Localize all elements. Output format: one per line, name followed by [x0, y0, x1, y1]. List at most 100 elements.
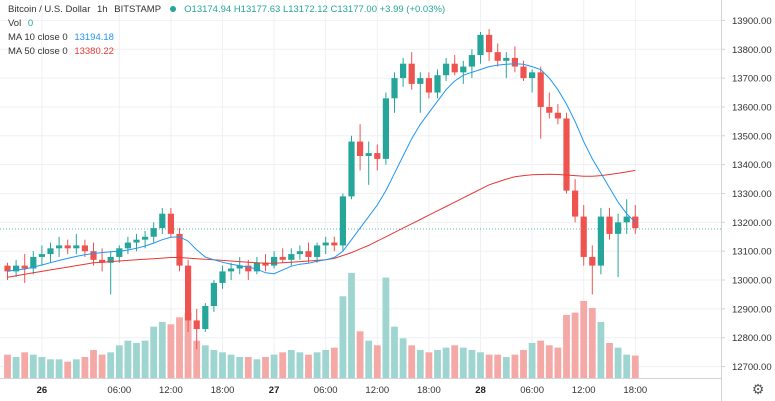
candle-body — [589, 256, 596, 266]
exchange-label: BITSTAMP — [114, 4, 161, 15]
volume-bar — [270, 354, 278, 378]
candle-body — [90, 251, 97, 260]
candle — [382, 92, 389, 165]
volume-bar — [537, 340, 545, 378]
candle — [623, 199, 630, 234]
candle-body — [219, 271, 226, 283]
volume-bar — [244, 356, 252, 378]
price-axis[interactable]: 12700.00 12800.00 12900.00 13000.00 13100.00… — [721, 0, 775, 401]
candle — [606, 207, 613, 240]
interval-label[interactable]: 1h — [97, 4, 108, 15]
candle — [408, 52, 415, 90]
symbol-row: Bitcoin / U.S. Dollar 1h BITSTAMP O13174… — [8, 3, 445, 17]
candle-body — [107, 256, 114, 263]
time-axis[interactable]: 26 06:00 12:00 18:00 27 06:00 12:00 18:00 28 06:0… — [0, 378, 721, 401]
vol-indicator-row[interactable]: Vol 0 — [8, 17, 445, 31]
price-tick-label: 13600.00 — [732, 102, 772, 113]
candle — [554, 104, 561, 125]
candle-body — [331, 242, 338, 246]
ma10-indicator-row[interactable]: MA 10 close 0 13194.18 — [8, 31, 445, 45]
candle-body — [21, 265, 28, 269]
candle-body — [365, 153, 372, 156]
volume-bar — [502, 356, 510, 378]
volume-bar — [236, 356, 244, 378]
volume-bar — [442, 347, 450, 378]
change-value: +3.99 (+0.03%) — [379, 4, 446, 15]
candle-body — [56, 245, 63, 249]
price-axis-bg — [721, 0, 775, 401]
candle — [374, 144, 381, 171]
volume-bar — [287, 349, 295, 378]
volume-bar — [219, 352, 226, 378]
candle — [348, 135, 355, 200]
volume-bar — [262, 356, 269, 378]
candle-body — [477, 34, 484, 56]
candle-body — [597, 216, 604, 266]
candle-body — [210, 282, 217, 306]
candle — [314, 242, 321, 263]
time-axis-bg — [0, 378, 721, 401]
volume-bar — [4, 354, 11, 378]
candle-body — [382, 98, 389, 159]
chart-legend: Bitcoin / U.S. Dollar 1h BITSTAMP O13174… — [8, 3, 445, 59]
candle-body — [4, 265, 11, 272]
candle — [477, 31, 484, 64]
ma50-indicator-row[interactable]: MA 50 close 0 13380.22 — [8, 45, 445, 59]
candle — [202, 303, 209, 332]
candle — [219, 265, 226, 289]
candle — [460, 60, 467, 84]
candle — [107, 251, 114, 295]
candle-body — [193, 320, 200, 330]
candle — [228, 262, 235, 281]
time-tick-label: 06:00 — [314, 385, 338, 396]
volume-bar — [279, 352, 287, 378]
candle-body — [64, 245, 71, 249]
candle-body — [116, 248, 123, 257]
candle-body — [159, 213, 166, 229]
volume-bar — [193, 340, 201, 378]
candle-body — [124, 242, 131, 249]
candle-body — [511, 57, 518, 67]
volume-bar — [201, 345, 209, 378]
gear-icon[interactable]: ⚙ — [751, 381, 765, 397]
time-tick-label: 06:00 — [107, 385, 131, 396]
candle — [21, 254, 28, 283]
candle-body — [133, 239, 140, 243]
candle-body — [228, 268, 235, 272]
candle-body — [554, 112, 561, 119]
volume-bar — [468, 349, 476, 378]
symbol-name[interactable]: Bitcoin / U.S. Dollar — [8, 4, 91, 15]
volume-bar — [98, 354, 106, 378]
volume-bar — [313, 352, 321, 378]
candle — [434, 69, 441, 99]
candle-body — [150, 228, 157, 237]
candle — [503, 52, 510, 79]
candle — [563, 112, 570, 194]
candle-body — [408, 63, 415, 84]
candle-body — [253, 262, 260, 272]
candle — [357, 124, 364, 171]
candle-body — [81, 245, 88, 252]
candle — [546, 92, 553, 119]
time-tick-label: 12:00 — [365, 385, 389, 396]
market-status-icon — [169, 6, 176, 13]
price-tick-label: 13500.00 — [732, 131, 772, 142]
candle — [331, 236, 338, 252]
candle-body — [339, 196, 346, 246]
volume-bar — [520, 349, 527, 378]
candle-body — [374, 153, 381, 159]
grid — [0, 0, 721, 378]
candle-body — [486, 34, 493, 53]
volume-bar — [614, 347, 622, 378]
volume-bar — [176, 317, 183, 378]
volume-bar — [115, 345, 123, 378]
volume-bar — [554, 347, 562, 378]
candle-body — [314, 245, 321, 257]
price-tick-label: 12900.00 — [732, 304, 772, 315]
candle — [13, 259, 20, 278]
price-tick-label: 13400.00 — [732, 160, 772, 171]
candle-body — [202, 306, 209, 330]
candle — [305, 242, 312, 263]
